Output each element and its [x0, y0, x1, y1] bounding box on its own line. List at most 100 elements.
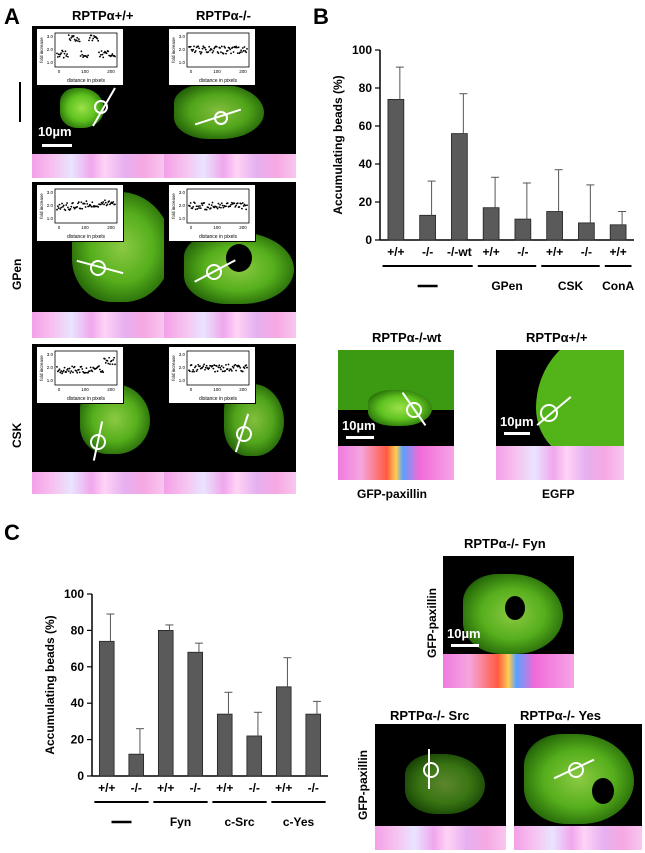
panel-b-chart: 0 20 40 60 80 100 Accumulating beads (%) +/+ -/-…: [318, 40, 640, 302]
inset-point: [221, 370, 224, 373]
inset-point: [228, 47, 231, 49]
inset-point: [87, 54, 90, 57]
inset-point: [58, 368, 61, 371]
row-label-csk: CSK: [10, 422, 24, 448]
inset-y-tick: 2.0: [179, 203, 186, 208]
category-label: -/-: [190, 781, 201, 795]
bar: [451, 133, 468, 241]
inset-point: [245, 51, 248, 54]
inset-x-tick: 100: [213, 69, 221, 74]
inset-point: [232, 51, 235, 53]
inset-x-tick: 0: [190, 387, 193, 392]
inset-point: [191, 50, 194, 52]
bar-chart-svg: 0 20 40 60 80 100 Accumulating beads (%) +/+ -/-…: [43, 587, 328, 829]
category-label: -/-: [422, 245, 433, 259]
inset-point: [239, 366, 242, 369]
y-tick-label: 20: [71, 733, 85, 747]
inset-point: [229, 205, 232, 208]
bar: [275, 686, 292, 777]
inset-point: [68, 367, 71, 370]
inset-point: [220, 206, 222, 209]
inset-point: [88, 39, 90, 42]
inset-point: [219, 366, 222, 369]
inset-point: [92, 37, 95, 40]
inset-x-label: distance in pixels: [67, 234, 106, 240]
inset-point: [78, 371, 81, 374]
inset-point: [222, 366, 225, 369]
inset-point: [221, 204, 224, 207]
inset-point: [211, 201, 214, 204]
inset-point: [85, 200, 88, 203]
inset-point: [93, 35, 95, 37]
inset-point: [114, 203, 116, 206]
inset-point: [76, 206, 79, 208]
inset-point: [231, 365, 234, 368]
micrograph-a-ko-control: [164, 26, 296, 154]
y-tick-label: 60: [71, 660, 85, 674]
inset-point: [217, 52, 220, 55]
inset-point: [207, 51, 210, 53]
bar: [482, 207, 500, 241]
inset-point: [104, 199, 106, 202]
inset-point: [216, 207, 219, 210]
inset-point: [107, 362, 110, 365]
inset-point: [218, 364, 221, 367]
inset-y-tick: 2.0: [47, 203, 54, 208]
inset-point: [98, 368, 101, 371]
profile-strip-b2: [496, 446, 624, 480]
profile-inset: 3.0 2.0 1.0 0 100 200 distance in pixels fold i…: [36, 184, 124, 242]
inset-point: [77, 38, 80, 41]
bar: [609, 224, 627, 241]
inset-point: [61, 372, 63, 375]
y-tick-label: 0: [365, 233, 372, 247]
inset-point: [213, 364, 216, 366]
inset-point: [232, 367, 235, 369]
inset-point: [59, 371, 62, 374]
inset-y-tick: 2.0: [47, 47, 54, 52]
inset-point: [204, 48, 207, 51]
inset-point: [63, 52, 66, 55]
inset-point: [236, 202, 239, 205]
inset-frame: [186, 32, 250, 68]
inset-y-label: fold increase: [171, 193, 176, 219]
inset-point: [193, 45, 195, 48]
inset-point: [108, 200, 111, 203]
inset-point: [88, 205, 90, 208]
inset-point: [101, 202, 104, 205]
inset-point: [224, 369, 227, 372]
inset-point: [240, 49, 243, 52]
category-label: +/+: [546, 245, 563, 259]
inset-point: [63, 366, 66, 369]
inset-point: [91, 370, 94, 373]
inset-y-label: fold increase: [171, 355, 176, 381]
inset-point: [241, 51, 243, 53]
inset-point: [69, 208, 72, 210]
inset-point: [89, 204, 92, 207]
bar: [128, 753, 145, 777]
group-label: CSK: [558, 279, 584, 293]
category-label: -/-: [581, 245, 592, 259]
inset-point: [105, 52, 108, 55]
inset-x-tick: 100: [213, 387, 221, 392]
inset-point: [70, 370, 73, 372]
inset-point: [81, 368, 84, 370]
bar: [216, 713, 233, 777]
inset-point: [76, 371, 79, 374]
y-tick-label: 80: [71, 623, 85, 637]
bar: [419, 214, 436, 241]
bar: [305, 713, 322, 777]
inset-point: [193, 51, 196, 54]
inset-x-tick: 0: [190, 69, 193, 74]
inset-point: [197, 205, 200, 208]
inset-point: [189, 202, 192, 204]
profile-strip-a1-ko: [164, 154, 296, 178]
bar: [157, 630, 174, 777]
group-label: c-Yes: [283, 815, 315, 829]
inset-point: [76, 36, 79, 39]
bar: [578, 222, 595, 241]
y-tick-label: 40: [71, 696, 85, 710]
inset-y-tick: 3.0: [179, 34, 186, 39]
inset-point: [199, 207, 202, 210]
inset-point: [113, 356, 116, 359]
inset-point: [67, 206, 69, 209]
